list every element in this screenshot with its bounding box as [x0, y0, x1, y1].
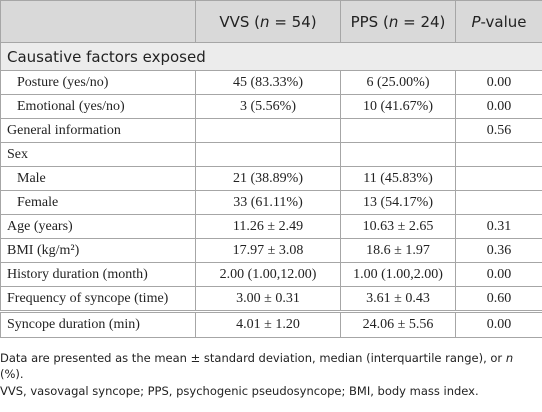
- footnote: Data are presented as the mean ± standar…: [0, 350, 540, 382]
- row-label: Age (years): [0, 214, 196, 239]
- header-row: VVS (n = 54) PPS (n = 24) P-value: [0, 0, 542, 43]
- table-cell: [340, 118, 456, 143]
- header-cell: [0, 0, 196, 43]
- table-cell: 33 (61.11%): [195, 190, 341, 215]
- table-cell: 45 (83.33%): [195, 70, 341, 95]
- table-cell: 0.60: [455, 286, 542, 312]
- text-part: VVS, vasovagal syncope; PPS, psychogenic…: [0, 384, 479, 398]
- row-label: General information: [0, 118, 196, 143]
- table-cell: 2.00 (1.00,12.00): [195, 262, 341, 287]
- table-row: Male 21 (38.89%) 11 (45.83%): [0, 166, 542, 191]
- header-cell: PPS (n = 24): [340, 0, 456, 43]
- table-row: Emotional (yes/no) 3 (5.56%) 10 (41.67%) 0.…: [0, 94, 542, 119]
- table-cell: 0.00: [455, 70, 542, 95]
- table-row: Syncope duration (min) 4.01 ± 1.20 24.06 ±…: [0, 310, 542, 338]
- table-cell: 0.00: [455, 310, 542, 338]
- row-label: Posture (yes/no): [0, 70, 196, 95]
- table-cell: 3.61 ± 0.43: [340, 286, 456, 312]
- row-label: Syncope duration (min): [0, 310, 196, 338]
- table-cell: 0.56: [455, 118, 542, 143]
- text-part: = 24): [398, 12, 446, 31]
- table-cell: 24.06 ± 5.56: [340, 310, 456, 338]
- row-label: Sex: [0, 142, 196, 167]
- table-cell: 0.00: [455, 94, 542, 119]
- table-cell: 0.31: [455, 214, 542, 239]
- table-cell: [340, 142, 456, 167]
- footnotes: Data are presented as the mean ± standar…: [0, 350, 540, 400]
- table-cell: 3 (5.56%): [195, 94, 341, 119]
- table-cell: 13 (54.17%): [340, 190, 456, 215]
- header-cell: P-value: [455, 0, 542, 43]
- text-part: VVS (: [219, 12, 261, 31]
- table-cell: 1.00 (1.00,2.00): [340, 262, 456, 287]
- row-label: BMI (kg/m²): [0, 238, 196, 263]
- text-part: n: [388, 12, 399, 31]
- text-part: n: [260, 12, 270, 31]
- section-cell: Causative factors exposed: [0, 42, 542, 71]
- text-part: Data are presented as the mean ± standar…: [0, 351, 506, 365]
- table-row: History duration (month) 2.00 (1.00,12.00…: [0, 262, 542, 287]
- footnote: VVS, vasovagal syncope; PPS, psychogenic…: [0, 383, 540, 399]
- row-label: History duration (month): [0, 262, 196, 287]
- table-cell: 6 (25.00%): [340, 70, 456, 95]
- table-row: Female 33 (61.11%) 13 (54.17%): [0, 190, 542, 215]
- table-cell: 18.6 ± 1.97: [340, 238, 456, 263]
- table-cell: 10 (41.67%): [340, 94, 456, 119]
- text-part: P: [471, 12, 481, 31]
- table-row: Frequency of syncope (time) 3.00 ± 0.31 3.…: [0, 286, 542, 312]
- row-label: Emotional (yes/no): [0, 94, 196, 119]
- row-label: Male: [0, 166, 196, 191]
- header-cell: VVS (n = 54): [195, 0, 341, 43]
- section-row: Causative factors exposed: [0, 42, 542, 71]
- table-row: Sex: [0, 142, 542, 167]
- table-row: Age (years) 11.26 ± 2.49 10.63 ± 2.65 0.31: [0, 214, 542, 239]
- table-cell: 11.26 ± 2.49: [195, 214, 341, 239]
- table-cell: 21 (38.89%): [195, 166, 341, 191]
- table-cell: [455, 142, 542, 167]
- table-cell: [195, 118, 341, 143]
- text-part: n: [505, 351, 514, 365]
- table-row: BMI (kg/m²) 17.97 ± 3.08 18.6 ± 1.97 0.36: [0, 238, 542, 263]
- text-part: = 54): [269, 12, 317, 31]
- table-cell: 11 (45.83%): [340, 166, 456, 191]
- data-table: VVS (n = 54) PPS (n = 24) P-value Causativ…: [0, 0, 542, 338]
- row-label: Frequency of syncope (time): [0, 286, 196, 312]
- table-cell: [195, 142, 341, 167]
- text-part: (%).: [0, 367, 24, 381]
- text-part: PPS (: [350, 12, 389, 31]
- table-cell: 0.00: [455, 262, 542, 287]
- table-row: Posture (yes/no) 45 (83.33%) 6 (25.00%) 0.0…: [0, 70, 542, 95]
- table-row: General information 0.56: [0, 118, 542, 143]
- table-cell: 10.63 ± 2.65: [340, 214, 456, 239]
- table-cell: 4.01 ± 1.20: [195, 310, 341, 338]
- table-cell: [455, 190, 542, 215]
- row-label: Female: [0, 190, 196, 215]
- table-cell: [455, 166, 542, 191]
- table-cell: 0.36: [455, 238, 542, 263]
- table-cell: 3.00 ± 0.31: [195, 286, 341, 312]
- text-part: -value: [480, 12, 527, 31]
- table-cell: 17.97 ± 3.08: [195, 238, 341, 263]
